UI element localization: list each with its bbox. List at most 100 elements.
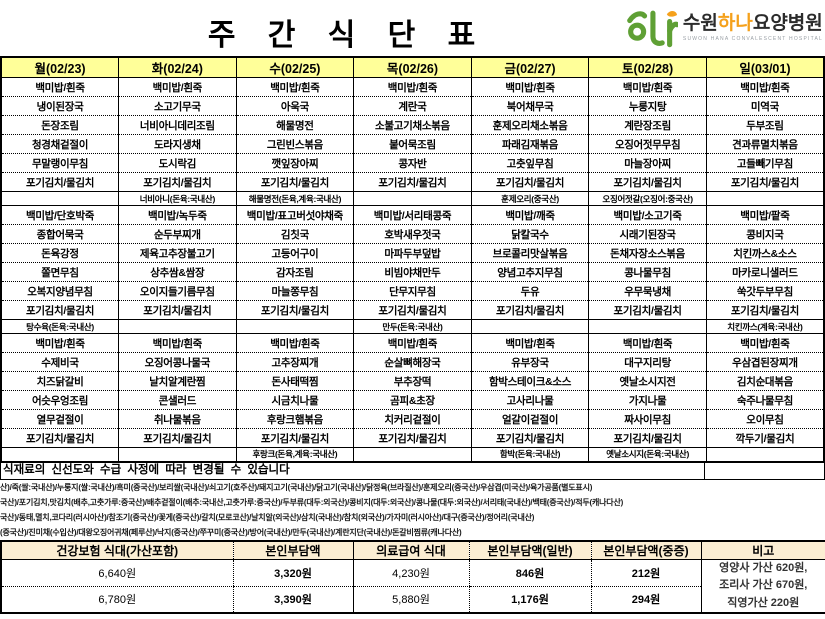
menu-item: 숙주나물무침 bbox=[705, 390, 824, 410]
menu-item: 곰피&초장 bbox=[353, 390, 472, 410]
hospital-name-mid: 하나 bbox=[717, 12, 753, 34]
dinner_note-row: 후랑크(돈육,계육:국내산) 함박(돈육:국내산) 옛날소시지(돈육:국내산) bbox=[1, 447, 824, 462]
menu-item: 돈채자장소스볶음 bbox=[588, 243, 707, 263]
medicaid-meal-cost: 5,880원 bbox=[352, 586, 469, 614]
summary-header-row: 건강보험 식대(가산포함) 본인부담액 의료급여 식대 본인부담액(일반) 본인… bbox=[1, 540, 825, 560]
menu-item: 치킨까스&소스 bbox=[705, 243, 824, 263]
copay-general: 1,176원 bbox=[468, 586, 591, 614]
menu-item: 파래김재볶음 bbox=[470, 134, 589, 154]
copay-severe: 212원 bbox=[590, 559, 701, 587]
menu-item: 백미밥/흰죽 bbox=[588, 77, 707, 97]
origin-note: 오징어젓갈(오징어:중국산) bbox=[588, 191, 707, 206]
menu-item: 고들빼기무침 bbox=[705, 153, 824, 173]
menu-item: 두유 bbox=[470, 281, 589, 301]
weekly-menu-table: 월(02/23) 화(02/24) 수(02/25) 목(02/26) 금(02/27)… bbox=[0, 56, 825, 463]
hospital-name: 수원하나요양병원 bbox=[682, 12, 823, 35]
menu-item: 수제비국 bbox=[1, 352, 119, 372]
menu-item: 포기김치/물김치 bbox=[353, 172, 472, 192]
menu-item: 순두부찌개 bbox=[118, 224, 237, 244]
origin-line-4: (중국산)/진미채(수입산)/대왕오징어귀채(페루산)/낙지(중국산)/쭈꾸미(… bbox=[0, 527, 462, 537]
summary-header-copay-general: 본인부담액(일반) bbox=[468, 540, 591, 560]
menu-item: 백미밥/서리태콩죽 bbox=[353, 205, 472, 225]
medicaid-meal-cost: 4,230원 bbox=[352, 559, 469, 587]
menu-item: 해물명전 bbox=[235, 115, 354, 135]
page-title: 주 간 식 단 표 bbox=[207, 19, 488, 52]
menu-item: 백미밥/흰죽 bbox=[353, 77, 472, 97]
menu-item: 돈육강정 bbox=[1, 243, 119, 263]
day-header-1: 화(02/24) bbox=[118, 57, 237, 78]
menu-item: 백미밥/팥죽 bbox=[705, 205, 824, 225]
summary-remark: 영양사 가산 620원, 조리사 가산 670원, 직영가산 220원 bbox=[700, 559, 825, 614]
menu-item: 포기김치/물김치 bbox=[470, 172, 589, 192]
menu-item: 백미밥/소고기죽 bbox=[588, 205, 707, 225]
menu-item: 부추장떡 bbox=[353, 371, 472, 391]
origin-note: 옛날소시지(돈육:국내산) bbox=[588, 447, 707, 462]
menu-item: 백미밥/깨죽 bbox=[470, 205, 589, 225]
origin-note bbox=[118, 319, 237, 334]
breakfast-row-3: 청경채겉절이 도라지생채 그린빈스볶음 붙어묵조림 파래김재볶음 오징어젓무무침 견과류멸치… bbox=[1, 134, 824, 154]
origin-note bbox=[353, 447, 472, 462]
menu-item: 그린빈스볶음 bbox=[235, 134, 354, 154]
menu-item: 치즈닭갈비 bbox=[1, 371, 119, 391]
dinner-row-4: 열무겉절이 취나물볶음 후랑크햄볶음 치커리겉절이 얼갈이겉절이 짜사이무침 오이무침 bbox=[1, 409, 824, 429]
hospital-name-block: 수원하나요양병원 SUWON HANA CONVALESCENT HOSPITA… bbox=[682, 12, 823, 43]
menu-item: 치커리겉절이 bbox=[353, 409, 472, 429]
summary-row-2: 6,780원 3,390원 5,880원 1,176원 294원 bbox=[1, 586, 825, 614]
menu-item: 백미밥/흰죽 bbox=[353, 333, 472, 353]
lunch-row-1: 종합어묵국 순두부찌개 김칫국 호박새우젓국 닭칼국수 시래기된장국 콩비지국 bbox=[1, 224, 824, 244]
menu-item: 포기김치/물김치 bbox=[118, 300, 237, 320]
notice-spacer bbox=[705, 463, 824, 479]
menu-item: 포기김치/물김치 bbox=[1, 428, 119, 448]
origin-note bbox=[470, 319, 589, 334]
copay-severe: 294원 bbox=[590, 586, 701, 614]
insurance-meal-cost: 6,780원 bbox=[98, 594, 137, 607]
menu-item: 고춧잎무침 bbox=[470, 153, 589, 173]
menu-item: 포기김치/물김치 bbox=[353, 300, 472, 320]
origin-note bbox=[705, 191, 824, 206]
menu-item: 백미밥/흰죽 bbox=[235, 333, 354, 353]
menu-item: 포기김치/물김치 bbox=[705, 172, 824, 192]
menu-item: 감자조림 bbox=[235, 262, 354, 282]
menu-item: 콘샐러드 bbox=[118, 390, 237, 410]
menu-item: 북어채무국 bbox=[470, 96, 589, 116]
menu-item: 열무겉절이 bbox=[1, 409, 119, 429]
lunch_note-row: 탕수육(돈육:국내산) 만두(돈육:국내산) 치킨까스(계육:국내산) bbox=[1, 319, 824, 334]
menu-item: 백미밥/단호박죽 bbox=[1, 205, 119, 225]
dinner-row-0: 백미밥/흰죽 백미밥/흰죽 백미밥/흰죽 백미밥/흰죽 백미밥/흰죽 백미밥/흰죽 백미밥/… bbox=[1, 333, 824, 353]
origin-note bbox=[353, 191, 472, 206]
cost-summary-table: 건강보험 식대(가산포함) 본인부담액 의료급여 식대 본인부담액(일반) 본인… bbox=[0, 539, 825, 615]
menu-item: 옛날소시지전 bbox=[588, 371, 707, 391]
menu-item: 후랑크햄볶음 bbox=[235, 409, 354, 429]
hospital-name-suffix: 요양병원 bbox=[752, 12, 823, 34]
summary-header-remark: 비고 bbox=[700, 540, 825, 560]
origin-note bbox=[588, 319, 707, 334]
menu-item: 시래기된장국 bbox=[588, 224, 707, 244]
origin-note bbox=[235, 319, 354, 334]
summary-header-insurance: 건강보험 식대(가산포함) bbox=[1, 540, 233, 560]
menu-item: 순살뼈해장국 bbox=[353, 352, 472, 372]
menu-item: 유부장국 bbox=[470, 352, 589, 372]
origin-note: 훈제오리(중국산) bbox=[470, 191, 589, 206]
origin-labeling: 산)/죽(쌀:국내산)/누룽지(쌀:국내산)/흑미(중국산)/보리쌀(국내산)/… bbox=[0, 480, 825, 540]
lunch-row-3: 쫄면무침 상추쌈&쌈장 감자조림 비빔야채만두 양념고추지무침 콩나물무침 마카로니샐러드 bbox=[1, 262, 824, 282]
menu-item: 계란국 bbox=[353, 96, 472, 116]
dinner-row-5: 포기김치/물김치 포기김치/물김치 포기김치/물김치 포기김치/물김치 포기김치/물김치… bbox=[1, 428, 824, 448]
origin-note: 탕수육(돈육:국내산) bbox=[1, 319, 119, 334]
menu-item: 닭칼국수 bbox=[470, 224, 589, 244]
menu-item: 호박새우젓국 bbox=[353, 224, 472, 244]
menu-item: 돈사태떡찜 bbox=[235, 371, 354, 391]
day-header-6: 일(03/01) bbox=[705, 57, 824, 78]
origin-line-3: 국산)/동태,멸치,코다리(러시아산)/참조기(중국산)/꽃게(중국산)/갈치(… bbox=[0, 512, 535, 522]
dinner-row-2: 치즈닭갈비 날치알계란찜 돈사태떡찜 부추장떡 함박스테이크&소스 옛날소시지전 김치순대볶… bbox=[1, 371, 824, 391]
hospital-name-english: SUWON HANA CONVALESCENT HOSPITAL bbox=[682, 36, 823, 43]
menu-item: 오징어젓무무침 bbox=[588, 134, 707, 154]
menu-item: 포기김치/물김치 bbox=[588, 172, 707, 192]
menu-item: 우무묵냉채 bbox=[588, 281, 707, 301]
menu-item: 오징어콩나물국 bbox=[118, 352, 237, 372]
hospital-name-prefix: 수원 bbox=[682, 12, 718, 34]
menu-item: 백미밥/흰죽 bbox=[1, 77, 119, 97]
copay-general: 846원 bbox=[468, 559, 591, 587]
origin-note: 너비아니(돈육:국내산) bbox=[118, 191, 237, 206]
menu-item: 포기김치/물김치 bbox=[118, 428, 237, 448]
menu-item: 짜사이무침 bbox=[588, 409, 707, 429]
